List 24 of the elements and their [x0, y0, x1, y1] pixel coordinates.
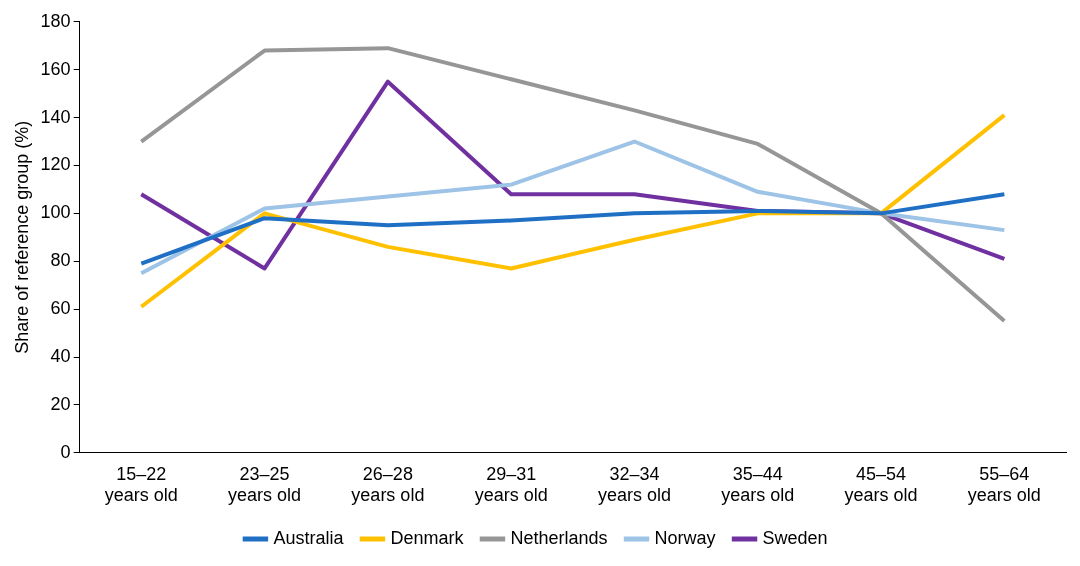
- legend-label: Sweden: [762, 527, 828, 548]
- y-tick-label: 160: [40, 58, 71, 79]
- y-tick-label: 80: [50, 250, 71, 271]
- x-tick-label: 26–28 years old: [351, 463, 425, 506]
- y-tick-label: 40: [50, 345, 71, 366]
- x-tick-label: 55–64 years old: [967, 463, 1041, 506]
- y-tick-label: 140: [40, 106, 71, 127]
- y-tick-label: 120: [40, 154, 71, 175]
- x-tick-label: 29–31 years old: [474, 463, 548, 506]
- y-tick-label: 20: [50, 393, 71, 414]
- legend-label: Norway: [654, 527, 716, 548]
- x-tick-label: 23–25 years old: [228, 463, 302, 506]
- legend-label: Denmark: [390, 527, 465, 548]
- legend-label: Australia: [273, 527, 345, 548]
- y-tick-label: 0: [60, 441, 71, 462]
- y-tick-label: 60: [50, 298, 71, 319]
- x-tick-label: 15–22 years old: [104, 463, 178, 506]
- x-tick-label: 45–54 years old: [844, 463, 918, 506]
- y-axis-title: Share of reference group (%): [11, 120, 32, 354]
- y-tick-label: 180: [40, 10, 71, 31]
- x-tick-label: 32–34 years old: [597, 463, 671, 506]
- x-tick-label: 35–44 years old: [721, 463, 795, 506]
- legend-label: Netherlands: [510, 527, 608, 548]
- y-tick-label: 100: [40, 202, 71, 223]
